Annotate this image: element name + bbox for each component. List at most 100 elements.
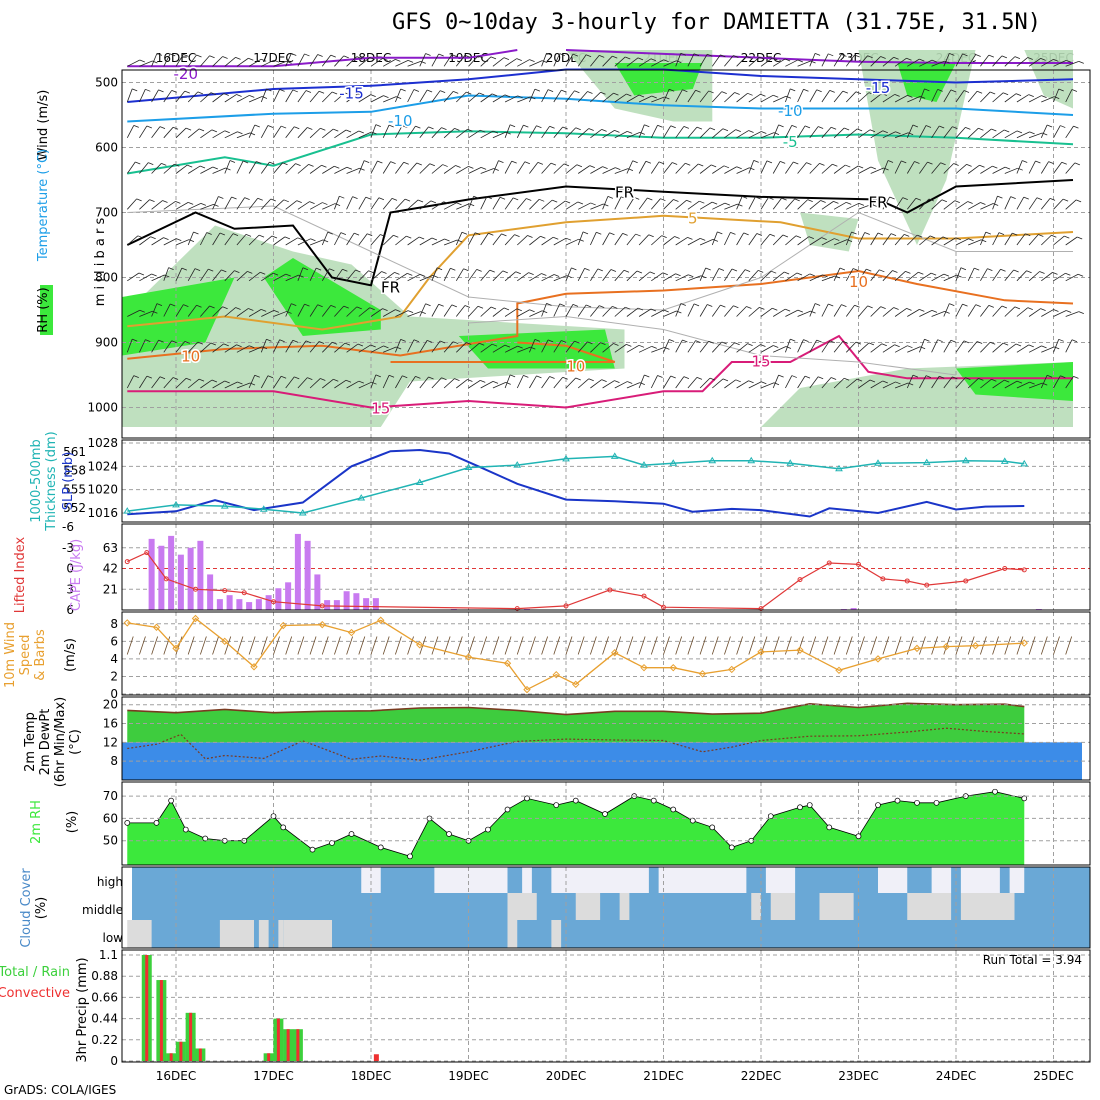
wind-barb <box>529 161 544 174</box>
wind-barb <box>309 54 323 67</box>
wind-barb <box>773 346 792 353</box>
wind-barb <box>614 306 631 317</box>
wind-barb <box>614 343 632 353</box>
wind-barb <box>760 345 779 353</box>
slp-axis-label: SLP (mb) <box>61 452 76 511</box>
rh2m-frame <box>121 781 1091 866</box>
wind-barb <box>443 165 461 174</box>
wind-barb <box>870 130 888 139</box>
wind-barb <box>919 161 933 174</box>
cape-bar <box>363 598 370 610</box>
wind-barb <box>236 57 254 67</box>
cape-bar <box>168 535 175 610</box>
wind-barb <box>139 125 153 139</box>
wind-units-label: (m/s) <box>63 638 78 672</box>
wind-barb <box>419 339 433 353</box>
wind-barb <box>370 95 389 103</box>
wind-barb <box>383 96 402 103</box>
wind-barb <box>980 203 999 210</box>
rh2m-marker <box>992 788 998 795</box>
wind-barb <box>626 382 645 389</box>
wind-barb <box>809 52 821 67</box>
wind-barb <box>431 164 448 174</box>
wind-barb <box>212 269 227 282</box>
wind-barb <box>724 129 741 139</box>
wind-barb <box>407 376 421 389</box>
lifted-marker <box>271 599 276 605</box>
wind-barb <box>334 342 351 353</box>
wind-barb <box>785 124 797 138</box>
wind-barb <box>1053 59 1072 67</box>
cape-tick-label: 21 <box>103 582 118 596</box>
precip-frame <box>121 949 1091 1063</box>
wind-barb <box>943 126 958 139</box>
wind-barb <box>395 161 409 174</box>
wind-barb <box>967 341 983 353</box>
wind-barb <box>480 232 494 246</box>
isotherm-line <box>127 130 1074 175</box>
wind-barb <box>711 54 726 67</box>
wind-barb <box>980 54 994 67</box>
wind-barb <box>431 201 449 210</box>
wind-barb <box>724 55 739 67</box>
wind-barb <box>712 378 729 389</box>
wind-barb <box>614 269 630 282</box>
wind-barb <box>651 272 668 282</box>
wind-barb <box>395 272 413 282</box>
rh2m-marker <box>182 826 189 833</box>
wind-barb <box>419 237 438 246</box>
wind-tick-label: 6 <box>110 634 118 648</box>
wind-barb <box>1065 339 1078 353</box>
wind-speed-marker <box>523 685 531 694</box>
wind-speed-marker <box>416 641 424 649</box>
wind-barb <box>200 305 215 317</box>
wind-barb <box>772 160 786 174</box>
wind-barb <box>431 53 444 67</box>
wind-barb <box>334 195 345 210</box>
wind-barb <box>248 96 268 103</box>
wind-barb <box>772 197 787 210</box>
wind-barb <box>663 162 678 174</box>
wind-barb <box>748 56 765 67</box>
wind-barb <box>1016 160 1028 174</box>
thickness-marker <box>708 456 717 464</box>
wind-barb <box>517 309 535 317</box>
wind-barb <box>578 202 596 210</box>
wind-speed-marker <box>279 621 287 630</box>
surface-wind-barb <box>943 636 951 655</box>
surface-wind-barb <box>139 636 146 655</box>
wind-barb <box>967 267 980 281</box>
wind-barb <box>407 125 421 139</box>
wind-barb <box>370 374 381 389</box>
wind-barb <box>760 307 778 317</box>
wind-barb <box>346 93 364 103</box>
precip-conv-bar <box>145 955 149 1061</box>
surface-wind-barb <box>614 636 622 655</box>
surface-wind-barb <box>711 636 719 655</box>
wind-barb <box>760 94 779 103</box>
wind-barb <box>382 374 395 389</box>
wind-barb <box>687 376 703 389</box>
wind-barb <box>626 94 645 103</box>
surface-wind-barb <box>736 636 744 655</box>
rh2m-marker <box>202 835 209 842</box>
wind-barb <box>1053 235 1070 246</box>
wind-barb <box>151 339 164 353</box>
cape-bar <box>294 533 301 610</box>
wind-barb <box>504 124 516 138</box>
wind-barb <box>590 203 609 210</box>
wind-barb <box>358 233 373 246</box>
wind-barb <box>504 58 522 67</box>
wind-barb <box>565 164 583 174</box>
slp-frame <box>121 439 1091 523</box>
wind-barb <box>285 303 297 317</box>
wind-barb <box>1041 346 1060 353</box>
lifted-marker <box>193 586 198 592</box>
cloud-block-high <box>522 867 532 893</box>
wind-speed-marker <box>874 655 882 663</box>
wind-barb <box>126 161 141 174</box>
isotherm-label: -10 <box>778 102 803 120</box>
wind-barb <box>297 267 309 281</box>
wind-barb <box>248 197 263 210</box>
wind-barb <box>419 200 437 210</box>
